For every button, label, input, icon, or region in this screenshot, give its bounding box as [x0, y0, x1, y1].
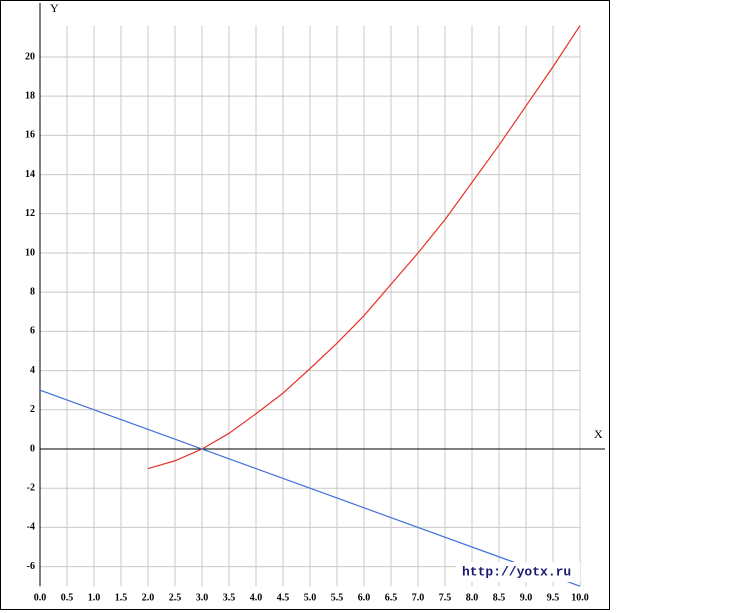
- watermark-bg: [456, 562, 580, 582]
- y-tick-label: 16: [25, 130, 35, 141]
- series-line: [147, 25, 581, 470]
- x-tick-label: 3.5: [223, 592, 236, 603]
- x-tick-label: 5.5: [331, 592, 344, 603]
- x-axis-label: X: [594, 427, 603, 441]
- x-tick-label: 1.5: [115, 592, 128, 603]
- grid: [39, 3, 605, 587]
- x-tick-label: 4.0: [250, 592, 263, 603]
- series-line: [39, 389, 581, 587]
- y-tick-label: 6: [30, 326, 35, 337]
- y-tick-label: 14: [25, 169, 35, 180]
- y-tick-label: 20: [25, 51, 35, 62]
- y-tick-label: 18: [25, 90, 35, 101]
- x-tick-label: 5.0: [304, 592, 317, 603]
- frame: [0, 0, 610, 610]
- watermark: http://yotx.ru: [462, 564, 571, 579]
- x-tick-label: 6.0: [358, 592, 371, 603]
- y-tick-label: 2: [30, 404, 35, 415]
- y-tick-label: -4: [27, 522, 35, 533]
- y-tick-label: -6: [27, 561, 35, 572]
- x-tick-label: 8.0: [466, 592, 479, 603]
- x-tick-label: 10.0: [571, 592, 589, 603]
- x-tick-label: 0.0: [34, 592, 47, 603]
- y-tick-label: 12: [25, 208, 35, 219]
- x-tick-label: 1.0: [88, 592, 101, 603]
- y-tick-label: 10: [25, 247, 35, 258]
- y-tick-label: -2: [27, 482, 35, 493]
- x-tick-label: 0.5: [61, 592, 74, 603]
- plot: [39, 25, 581, 587]
- x-tick-label: 4.5: [277, 592, 290, 603]
- x-tick-label: 2.5: [169, 592, 182, 603]
- y-tick-label: 4: [30, 365, 35, 376]
- x-tick-label: 7.5: [439, 592, 452, 603]
- y-axis-label: Y: [50, 1, 59, 15]
- x-tick-label: 7.0: [412, 592, 425, 603]
- x-tick-label: 8.5: [493, 592, 506, 603]
- y-tick-label: 0: [30, 443, 35, 454]
- x-tick-label: 2.0: [142, 592, 155, 603]
- x-tick-label: 9.0: [520, 592, 533, 603]
- x-tick-label: 9.5: [547, 592, 560, 603]
- x-tick-label: 3.0: [196, 592, 209, 603]
- x-tick-label: 6.5: [385, 592, 398, 603]
- y-tick-label: 8: [30, 286, 35, 297]
